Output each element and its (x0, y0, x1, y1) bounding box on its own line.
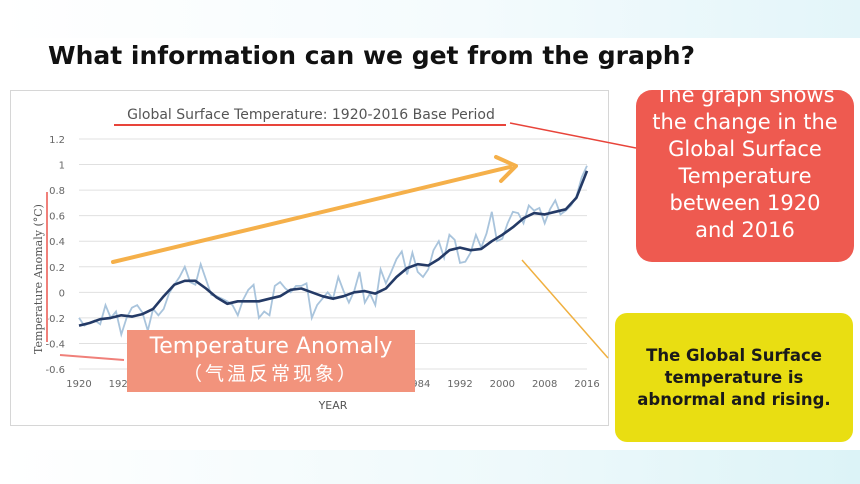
slide-heading: What information can we get from the gra… (48, 41, 696, 70)
smoothed-series-line (78, 170, 589, 327)
y-tick-label: 0.8 (49, 186, 65, 197)
x-tick-label: 2000 (490, 379, 515, 390)
label-chinese-text: （气温反常现象） (182, 363, 359, 385)
raw-series-line (78, 165, 588, 338)
x-tick-label: 1920 (66, 379, 91, 390)
yellow-callout-text: The Global Surface temperature is abnorm… (637, 345, 831, 409)
y-tick-label: -0.2 (45, 314, 65, 325)
temperature-anomaly-label: Temperature Anomaly （气温反常现象） (127, 330, 415, 392)
y-tick-label: -0.4 (45, 339, 65, 350)
label-main-text: Temperature Anomaly (149, 334, 393, 359)
x-tick-label: 1928 (109, 379, 134, 390)
x-tick-label: 1992 (447, 379, 472, 390)
y-axis-label: Temperature Anomaly (°C) (32, 204, 45, 354)
y-tick-label: 0 (59, 288, 65, 299)
y-tick-label: 1.2 (49, 135, 65, 146)
x-tick-label: 1984 (405, 379, 430, 390)
x-tick-label: 2016 (574, 379, 599, 390)
x-axis-label: YEAR (318, 399, 348, 412)
bottom-decoration-band (0, 450, 860, 484)
y-tick-label: -0.6 (45, 365, 65, 376)
y-tick-label: 0.6 (49, 212, 65, 223)
y-tick-label: 0.4 (49, 237, 65, 248)
yellow-callout: The Global Surface temperature is abnorm… (615, 313, 853, 442)
y-tick-label: 1 (59, 161, 65, 172)
top-decoration-band (0, 0, 860, 38)
chart-title: Global Surface Temperature: 1920-2016 Ba… (127, 107, 495, 123)
red-callout-text: The graph shows the change in the Global… (652, 90, 838, 242)
red-callout: The graph shows the change in the Global… (636, 90, 854, 262)
x-tick-label: 2008 (532, 379, 557, 390)
y-tick-labels: -0.6 -0.4 -0.2 0 0.2 0.4 0.6 0.8 1 1.2 (45, 135, 65, 376)
y-tick-label: 0.2 (49, 263, 65, 274)
